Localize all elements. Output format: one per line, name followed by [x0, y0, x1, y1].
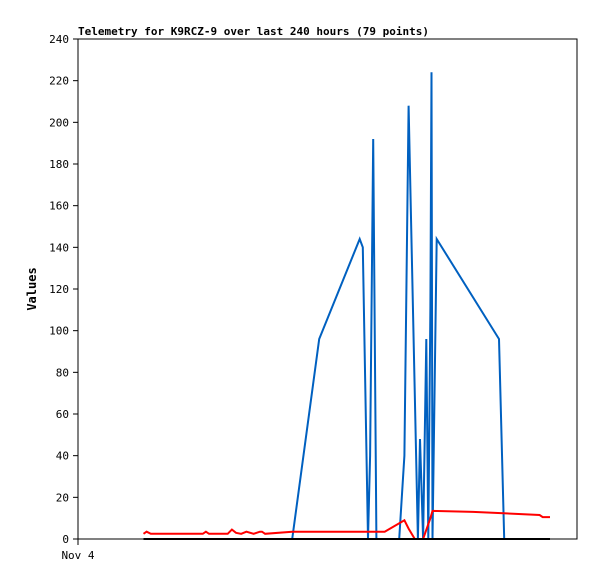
- y-tick-label: 60: [56, 408, 69, 421]
- y-tick-label: 120: [49, 283, 69, 296]
- y-axis: 0 20 40 60 80 100 120 140 160 180 200 220 240: [49, 33, 78, 546]
- y-tick-label: 180: [49, 158, 69, 171]
- y-tick-label: 240: [49, 33, 69, 46]
- series-group: [142, 72, 550, 540]
- y-tick-label: 0: [62, 533, 69, 546]
- y-tick-label: 80: [56, 366, 69, 379]
- y-tick-label: 160: [49, 200, 69, 213]
- y-axis-label: Values: [25, 267, 39, 310]
- chart-title: Telemetry for K9RCZ-9 over last 240 hour…: [78, 25, 429, 38]
- plot-area: [77, 38, 578, 540]
- y-tick-label: 20: [56, 491, 69, 504]
- x-tick-label: Nov 4: [61, 549, 94, 562]
- y-tick-label: 140: [49, 241, 69, 254]
- y-tick-label: 40: [56, 450, 69, 463]
- y-tick-label: 200: [49, 116, 69, 129]
- y-tick-label: 100: [49, 325, 69, 338]
- y-tick-label: 220: [49, 75, 69, 88]
- x-axis: Nov 4: [61, 539, 95, 562]
- series-line-1: [142, 509, 550, 540]
